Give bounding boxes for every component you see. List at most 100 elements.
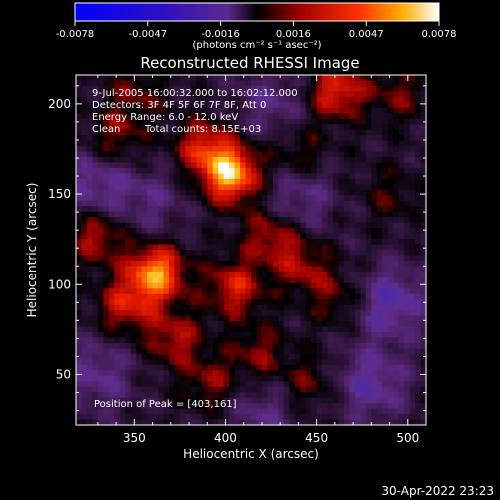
heatmap-cell	[349, 85, 356, 93]
heatmap-cell	[333, 118, 340, 125]
heatmap-cell	[283, 299, 290, 306]
heatmap-cell	[261, 375, 269, 382]
heatmap-cell	[190, 113, 197, 120]
heatmap-cell	[360, 113, 367, 120]
heatmap-cell	[179, 348, 186, 355]
heatmap-cell	[223, 304, 230, 311]
heatmap-cell	[387, 315, 394, 322]
heatmap-cell	[201, 392, 208, 399]
heatmap-cell	[338, 233, 345, 240]
heatmap-cell	[261, 146, 269, 153]
heatmap-cell	[272, 414, 279, 421]
heatmap-cell	[168, 304, 176, 311]
heatmap-cell	[245, 277, 252, 284]
heatmap-cell	[387, 140, 394, 147]
heatmap-cell	[272, 162, 279, 169]
heatmap-cell	[398, 195, 405, 202]
heatmap-cell	[108, 80, 115, 87]
heatmap-cell	[360, 157, 367, 164]
heatmap-cell	[415, 113, 422, 120]
heatmap-cell	[322, 135, 329, 142]
heatmap-cell	[283, 359, 290, 366]
heatmap-cell	[234, 414, 241, 421]
heatmap-cell	[382, 211, 389, 218]
heatmap-cell	[114, 184, 121, 191]
heatmap-cell	[316, 167, 323, 175]
heatmap-cell	[168, 397, 176, 404]
heatmap-cell	[168, 140, 176, 147]
heatmap-cell	[185, 255, 192, 262]
heatmap-cell	[387, 184, 394, 191]
heatmap-cell	[305, 189, 312, 196]
heatmap-cell	[119, 233, 126, 240]
heatmap-cell	[119, 228, 126, 235]
heatmap-cell	[415, 326, 422, 333]
heatmap-cell	[316, 392, 323, 399]
heatmap-cell	[223, 359, 230, 366]
heatmap-cell	[229, 403, 236, 410]
heatmap-cell	[294, 293, 301, 300]
heatmap-cell	[267, 178, 274, 185]
heatmap-cell	[294, 167, 301, 175]
heatmap-cell	[415, 102, 422, 109]
heatmap-cell	[305, 403, 312, 410]
heatmap-cell	[343, 211, 351, 218]
heatmap-cell	[327, 260, 334, 268]
heatmap-cell	[240, 282, 247, 289]
heatmap-cell	[267, 304, 274, 311]
heatmap-cell	[283, 315, 290, 322]
heatmap-cell	[294, 266, 301, 273]
heatmap-cell	[322, 277, 329, 284]
heatmap-cell	[398, 124, 405, 131]
heatmap-cell	[278, 266, 285, 273]
heatmap-cell	[125, 359, 132, 366]
heatmap-cell	[163, 228, 170, 235]
heatmap-cell	[289, 386, 296, 393]
heatmap-cell	[245, 129, 252, 136]
heatmap-cell	[415, 233, 422, 240]
heatmap-cell	[398, 140, 405, 147]
heatmap-cell	[223, 91, 230, 98]
heatmap-cell	[130, 211, 137, 218]
heatmap-cell	[415, 397, 422, 404]
heatmap-cell	[311, 75, 318, 82]
heatmap-cell	[316, 75, 323, 82]
heatmap-cell	[114, 233, 121, 240]
heatmap-cell	[125, 135, 132, 142]
heatmap-cell	[387, 75, 394, 82]
heatmap-cell	[327, 167, 334, 175]
heatmap-cell	[333, 348, 340, 355]
heatmap-cell	[147, 244, 154, 251]
heatmap-cell	[147, 211, 154, 218]
heatmap-cell	[136, 217, 143, 224]
heatmap-cell	[240, 107, 247, 114]
heatmap-cell	[245, 321, 252, 328]
heatmap-cell	[86, 419, 94, 426]
heatmap-cell	[130, 118, 137, 125]
heatmap-cell	[152, 277, 159, 284]
heatmap-cell	[125, 222, 132, 229]
heatmap-cell	[409, 85, 416, 93]
colorbar-tick-label: 0.0047	[349, 29, 384, 40]
heatmap-cell	[125, 326, 132, 333]
heatmap-cell	[409, 381, 416, 388]
heatmap-cell	[294, 337, 301, 344]
heatmap-cell	[223, 189, 230, 196]
heatmap-cell	[196, 102, 203, 109]
heatmap-cell	[234, 288, 241, 295]
heatmap-cell	[223, 217, 230, 224]
heatmap-cell	[300, 419, 307, 426]
heatmap-cell	[365, 233, 372, 240]
heatmap-cell	[218, 342, 225, 350]
heatmap-cell	[343, 370, 351, 377]
heatmap-cell	[289, 200, 296, 207]
heatmap-cell	[92, 211, 99, 218]
heatmap-cell	[76, 96, 83, 103]
heatmap-cell	[294, 222, 301, 229]
heatmap-cell	[76, 217, 83, 224]
heatmap-cell	[311, 260, 318, 268]
heatmap-cell	[86, 386, 94, 393]
heatmap-cell	[245, 75, 252, 82]
y-tick-label: 100	[48, 277, 71, 291]
heatmap-cell	[272, 211, 279, 218]
